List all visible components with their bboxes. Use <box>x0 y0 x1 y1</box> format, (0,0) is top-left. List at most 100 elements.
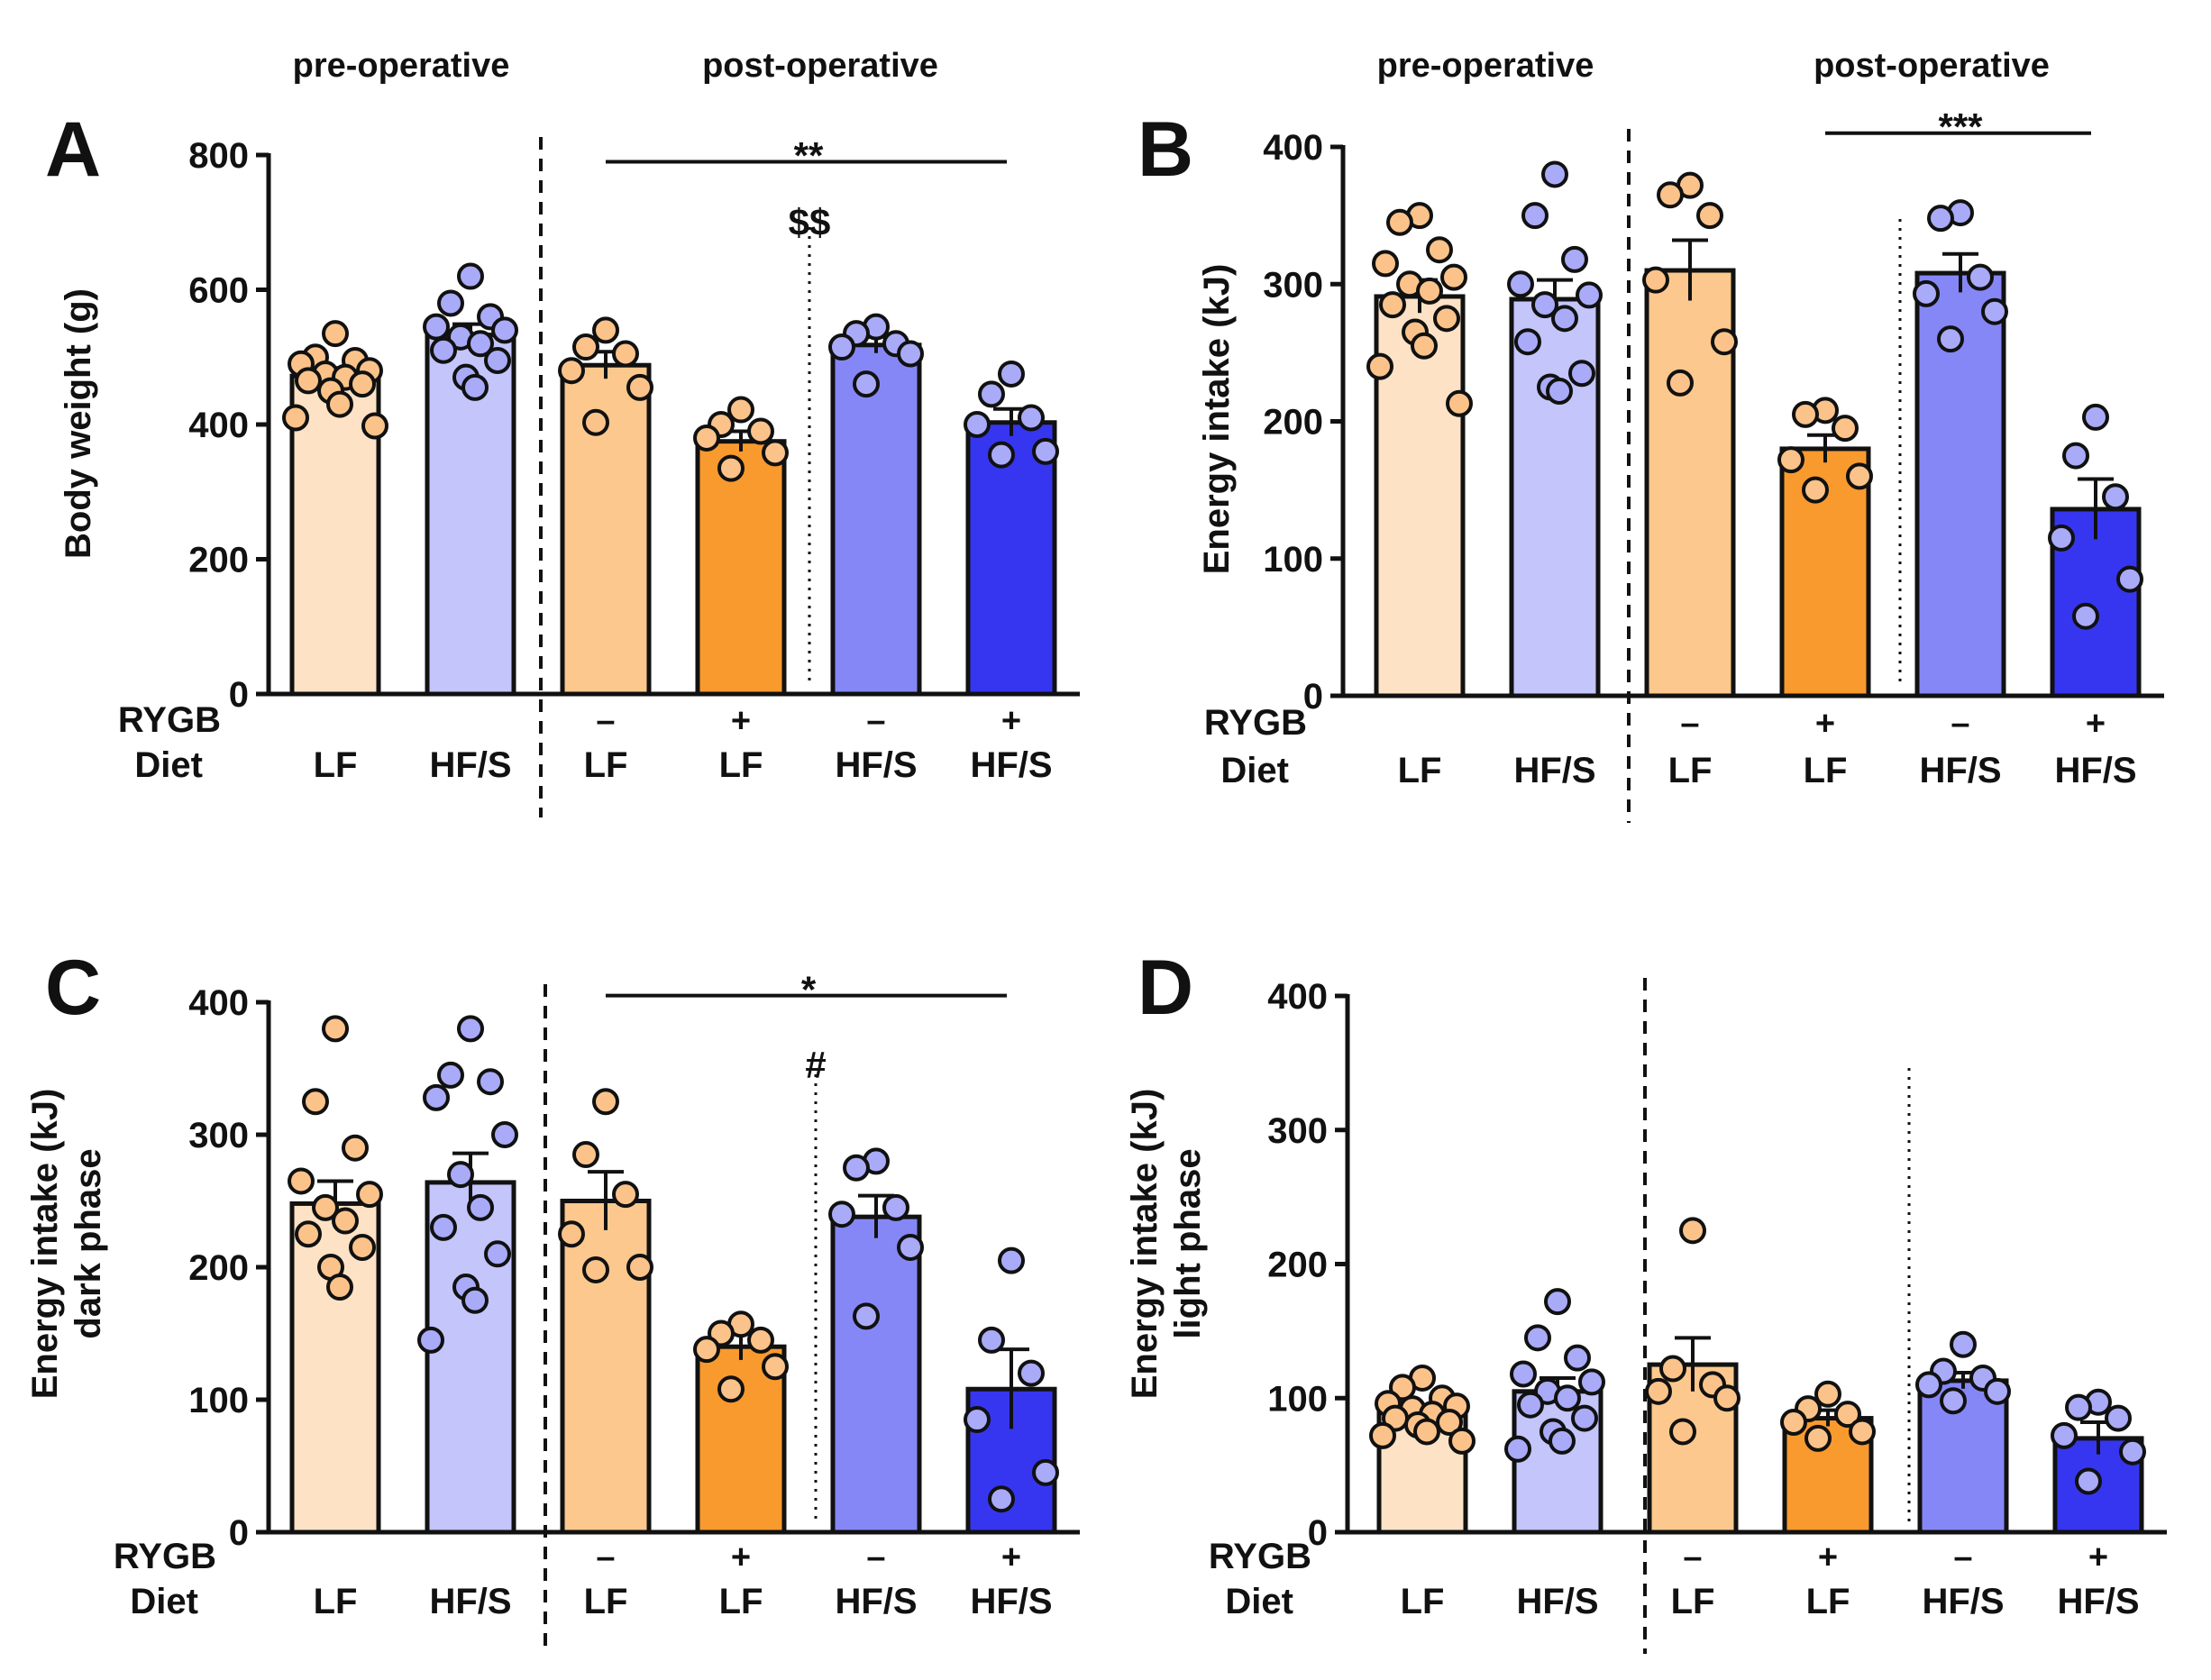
data-point <box>882 1193 909 1221</box>
data-point <box>592 316 619 344</box>
data-point <box>1967 263 1994 291</box>
data-point <box>897 1233 924 1261</box>
data-point <box>1578 1368 1605 1396</box>
data-point <box>322 1015 349 1043</box>
data-point <box>477 1068 504 1096</box>
data-point <box>572 1141 599 1169</box>
data-point <box>1915 1371 1942 1399</box>
data-point <box>423 1083 450 1111</box>
data-point <box>361 412 388 440</box>
rygb-value: – <box>596 702 615 740</box>
data-point <box>1436 1409 1463 1437</box>
data-point <box>1792 400 1819 428</box>
rygb-row-label: RYGB <box>1204 703 1307 743</box>
diet-value: HF/S <box>970 1582 1052 1621</box>
data-point <box>312 1193 339 1221</box>
data-point <box>295 367 322 395</box>
data-point <box>2075 1467 2102 1495</box>
data-point <box>1937 325 1964 353</box>
bar <box>830 342 922 697</box>
data-point <box>828 1201 855 1228</box>
y-axis-label-line: light phase <box>1168 1148 1208 1338</box>
diet-value: LF <box>1668 751 1713 790</box>
data-point <box>998 360 1025 388</box>
y-tick-label: 300 <box>188 1116 249 1155</box>
data-point <box>1386 208 1413 236</box>
data-point <box>1510 1360 1537 1388</box>
y-axis-label: Energy intake (kJ) dark phase <box>25 1089 108 1400</box>
data-point <box>1514 328 1541 356</box>
rygb-value: – <box>866 702 885 740</box>
data-point <box>626 373 653 401</box>
y-tick-label: 0 <box>1308 1513 1328 1553</box>
data-point <box>592 1088 619 1116</box>
data-point <box>717 454 745 482</box>
diet-value: HF/S <box>1516 1582 1598 1621</box>
y-tick-label: 300 <box>1263 265 1323 305</box>
y-axis-label-line: Body weight (g) <box>59 288 98 559</box>
data-point <box>1576 281 1603 309</box>
data-point <box>727 396 754 424</box>
diet-row-label: Diet <box>1225 1582 1293 1621</box>
y-tick-label: 100 <box>1267 1379 1328 1419</box>
rygb-value: – <box>1951 705 1969 743</box>
data-point <box>1440 263 1467 291</box>
y-axis-label-line: Energy intake (kJ) <box>1125 1089 1165 1400</box>
significance-marker: * <box>801 969 817 1011</box>
data-point <box>2116 565 2143 593</box>
diet-row-label: Diet <box>130 1582 198 1621</box>
significance-marker: *** <box>1938 105 1983 148</box>
data-point <box>484 1240 511 1268</box>
y-tick-label: 800 <box>188 136 249 176</box>
data-point <box>484 346 511 374</box>
data-point <box>1669 1418 1696 1446</box>
rygb-value: + <box>1001 702 1021 740</box>
data-point <box>978 1326 1005 1354</box>
rygb-value: – <box>596 1538 615 1576</box>
diet-value: HF/S <box>429 1582 511 1621</box>
data-point <box>1679 1217 1706 1245</box>
data-point <box>2051 1421 2078 1449</box>
y-axis-label-line: Energy intake (kJ) <box>1197 264 1237 575</box>
diet-row-label: Diet <box>134 745 203 785</box>
data-point <box>1913 279 1940 307</box>
panel-d: D 0 100 200 300 400 Energy intake (kJ) light ph… <box>1125 945 2167 1654</box>
data-point <box>457 262 484 290</box>
data-point <box>349 370 376 398</box>
data-point <box>437 289 464 317</box>
rygb-row-label: RYGB <box>1209 1537 1311 1576</box>
data-point <box>491 1121 518 1148</box>
diet-value: HF/S <box>1922 1582 2004 1621</box>
data-point <box>843 1154 870 1182</box>
data-point <box>326 390 353 418</box>
data-point <box>1032 1458 1059 1486</box>
y-axis-label: Energy intake (kJ) light phase <box>1125 1089 1208 1400</box>
data-point <box>1645 1377 1672 1405</box>
rygb-value: + <box>1818 1538 1838 1576</box>
y-tick-label: 0 <box>229 1513 249 1553</box>
diet-value: LF <box>314 1582 358 1621</box>
data-point <box>2072 602 2099 630</box>
data-point <box>1379 291 1406 319</box>
data-point <box>1531 291 1558 319</box>
data-point <box>1571 1404 1598 1432</box>
data-point <box>461 1286 489 1314</box>
data-point <box>1777 446 1804 474</box>
data-point <box>491 316 518 344</box>
significance-marker: ** <box>794 134 824 177</box>
data-point <box>1426 236 1453 264</box>
diet-value: HF/S <box>2054 751 2136 790</box>
data-point <box>2048 524 2075 552</box>
y-tick-label: 400 <box>188 406 249 445</box>
panel-letter: D <box>1137 945 1193 1031</box>
data-point <box>747 1326 774 1354</box>
diet-value: HF/S <box>2057 1582 2139 1621</box>
data-point <box>1554 1384 1581 1412</box>
diet-value: HF/S <box>1919 751 2001 790</box>
panel-letter: C <box>45 945 101 1031</box>
diet-value: HF/S <box>1513 751 1595 790</box>
rygb-value: + <box>731 702 751 740</box>
data-point <box>282 404 309 432</box>
